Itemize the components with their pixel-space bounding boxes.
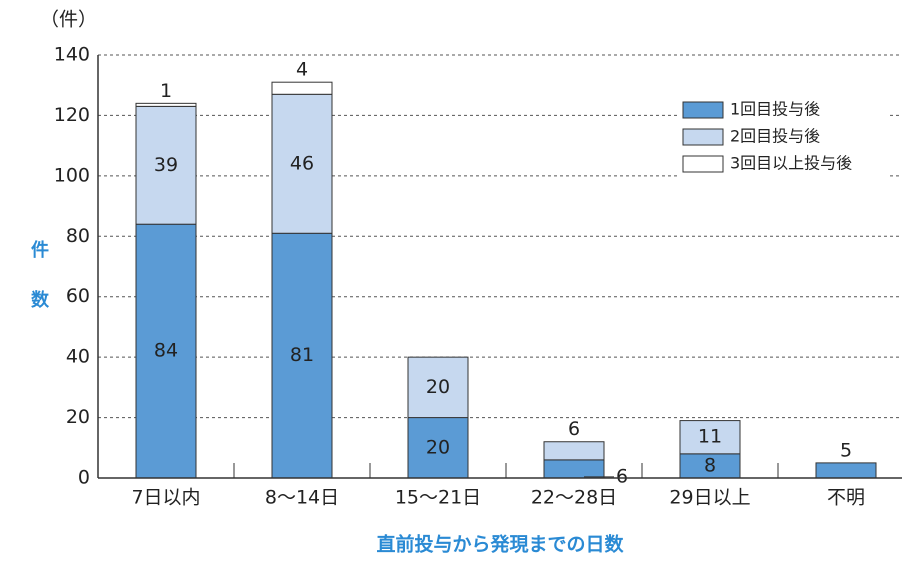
bar-segment [135,223,197,479]
data-label: 6 [568,418,580,440]
data-label: 4 [296,59,308,81]
bar-segment [407,417,469,479]
data-label: 8 [704,454,716,476]
data-label: 5 [840,439,852,461]
bar-segment [543,441,605,461]
legend-swatch [682,128,724,146]
data-label: 20 [426,376,450,398]
y-tick-label: 60 [66,285,90,307]
bar-segment [543,459,605,479]
y-tick-label: 0 [78,467,90,489]
data-label: 81 [290,344,314,366]
x-tick-label: 22～28日 [531,487,617,509]
x-tick-label: 15～21日 [395,487,481,509]
legend-label: 1回目投与後 [730,100,820,119]
x-tick-label: 29日以上 [669,487,750,509]
data-label: 6 [616,465,628,487]
legend-label: 2回目投与後 [730,127,820,146]
y-tick-label: 120 [54,104,90,126]
y-tick-label: 80 [66,225,90,247]
bar-segment [815,462,877,479]
x-tick-label: 不明 [827,487,865,509]
bar-segment [135,102,197,107]
unit-label: （件） [40,9,97,31]
legend-swatch [682,101,724,119]
x-tick-label: 8～14日 [265,487,339,509]
y-tick-label: 100 [54,164,90,186]
data-label: 20 [426,436,450,458]
data-label: 1 [160,80,172,102]
data-label: 11 [698,426,722,448]
y-tick-label: 140 [54,44,90,66]
bar-segment [271,232,333,479]
data-label: 39 [154,154,178,176]
x-tick-label: 7日以内 [131,487,200,509]
bar-segment [271,93,333,234]
y-tick-label: 20 [66,406,90,428]
bar-segment [271,81,333,95]
x-axis-title: 直前投与から発現までの日数 [376,533,624,556]
bar-segment [679,453,741,479]
data-label: 84 [154,340,178,362]
bar-segment [135,105,197,225]
data-label: 46 [290,152,314,174]
legend-swatch [682,155,724,173]
y-tick-label: 40 [66,346,90,368]
y-axis-title: 件数 [28,239,49,340]
bar-segment [679,420,741,455]
bar-segment [407,356,469,419]
legend-label: 3回目以上投与後 [730,154,852,173]
